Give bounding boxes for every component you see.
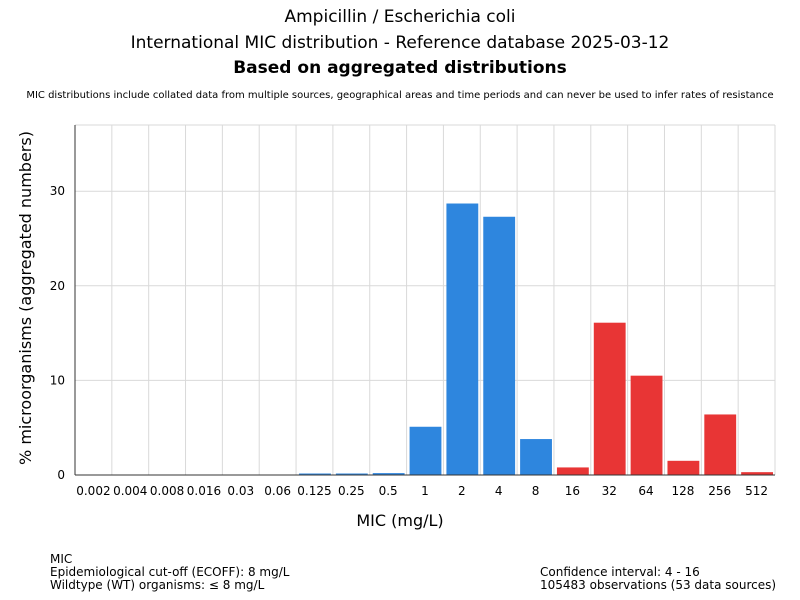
bar-256: [704, 414, 737, 475]
footer-left: MIC Epidemiological cut-off (ECOFF): 8 m…: [50, 553, 289, 592]
chart-title-line3: Based on aggregated distributions: [233, 58, 567, 78]
bar-2: [446, 203, 479, 475]
x-tick-label: 16: [565, 484, 580, 498]
x-tick-label: 0.016: [187, 484, 221, 498]
chart-title-line1: Ampicillin / Escherichia coli: [284, 7, 516, 27]
footer-mic-label: MIC: [50, 552, 73, 566]
chart-subtitle: MIC distributions include collated data …: [26, 90, 774, 101]
bar-0.5: [372, 473, 405, 475]
x-tick-label: 256: [708, 484, 731, 498]
y-axis-label: % microorganisms (aggregated numbers): [16, 131, 35, 465]
grid-lines: [75, 124, 776, 475]
bar-0.25: [335, 473, 368, 475]
footer-observations: 105483 observations (53 data sources): [540, 578, 777, 592]
bar-4: [483, 216, 516, 475]
y-tick-label: 10: [50, 373, 65, 387]
x-tick-label: 512: [745, 484, 768, 498]
y-tick-label: 30: [50, 184, 65, 198]
x-tick-label: 64: [638, 484, 653, 498]
x-tick-label: 4: [495, 484, 503, 498]
x-tick-label: 0.125: [297, 484, 331, 498]
x-tick-label: 0.004: [113, 484, 147, 498]
bar-1: [409, 426, 442, 475]
bar-0.125: [299, 473, 331, 475]
x-tick-label: 0.25: [338, 484, 365, 498]
x-tick-label: 1: [421, 484, 429, 498]
bar-8: [520, 439, 552, 475]
x-tick-label: 0.06: [264, 484, 291, 498]
axes: [74, 125, 775, 476]
x-tick-label: 0.03: [227, 484, 254, 498]
x-tick-label: 128: [671, 484, 694, 498]
y-tick-label: 20: [50, 279, 65, 293]
bar-64: [630, 375, 663, 475]
bar-16: [556, 467, 589, 475]
chart-title-line2: International MIC distribution - Referen…: [130, 33, 670, 53]
footer-wildtype: Wildtype (WT) organisms: ≤ 8 mg/L: [50, 578, 265, 592]
footer-right: Confidence interval: 4 - 16 105483 obser…: [540, 566, 776, 592]
footer-confidence-interval: Confidence interval: 4 - 16: [540, 565, 700, 579]
bars: [299, 203, 773, 475]
bar-128: [667, 460, 700, 475]
x-axis-label: MIC (mg/L): [356, 511, 443, 530]
footer-ecoff: Epidemiological cut-off (ECOFF): 8 mg/L: [50, 565, 290, 579]
tick-labels: 0.002 0.004 0.008 0.016 0.03 0.06 0.125 0.25 0.5…: [50, 184, 768, 498]
y-tick-label: 0: [57, 468, 65, 482]
x-tick-label: 0.5: [379, 484, 398, 498]
x-tick-label: 8: [532, 484, 540, 498]
bar-32: [593, 322, 626, 475]
bar-512: [741, 472, 773, 475]
x-tick-label: 0.002: [76, 484, 110, 498]
x-tick-label: 0.008: [150, 484, 184, 498]
x-tick-label: 32: [602, 484, 617, 498]
x-tick-label: 2: [458, 484, 466, 498]
